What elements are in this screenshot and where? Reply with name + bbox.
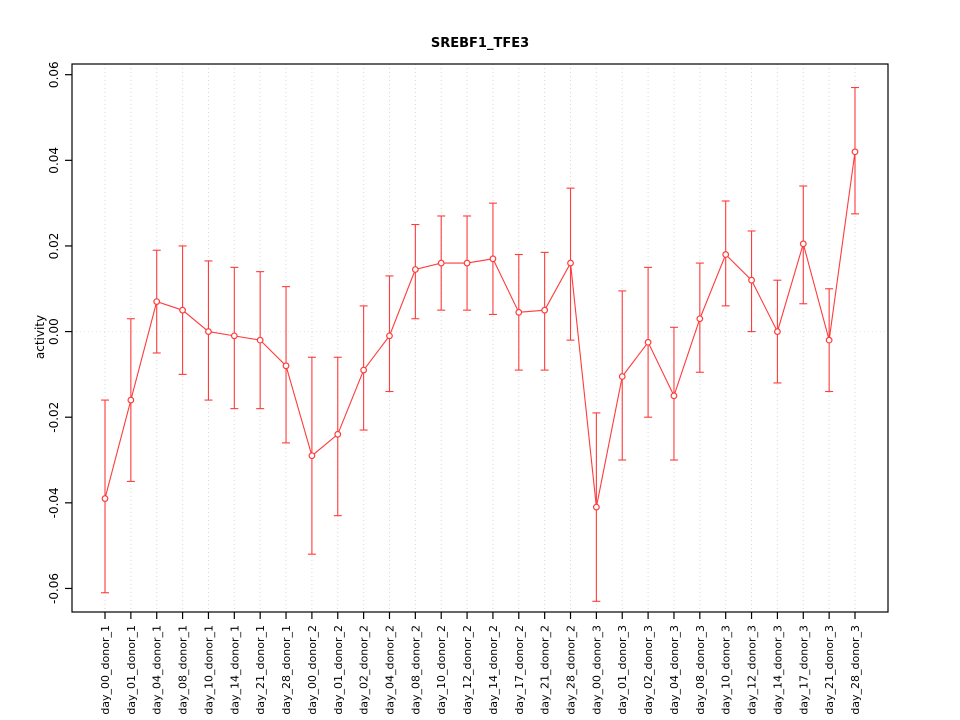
x-axis-tick-label: day_21_donor_3 — [823, 625, 836, 715]
y-axis-tick-label: -0.02 — [47, 402, 61, 433]
data-point — [722, 251, 730, 258]
data-point — [463, 259, 471, 267]
series-line — [104, 151, 856, 508]
data-point — [644, 338, 652, 346]
plot-border — [71, 63, 889, 613]
data-point — [127, 396, 135, 404]
x-axis-tick-label: day_08_donor_1 — [177, 625, 190, 715]
data-point — [515, 308, 523, 316]
x-axis-tick-label: day_10_donor_3 — [720, 625, 733, 715]
data-point — [437, 259, 445, 267]
y-axis-tick-label: -0.06 — [47, 573, 61, 604]
x-axis-tick-label: day_00_donor_2 — [306, 625, 319, 715]
x-axis-tick-label: day_21_donor_2 — [539, 625, 552, 715]
data-point — [205, 328, 212, 335]
y-axis-tick-label: 0.02 — [47, 233, 61, 260]
x-axis-tick-label: day_10_donor_1 — [202, 625, 215, 715]
data-point — [774, 328, 781, 335]
x-axis-tick-label: day_00_donor_3 — [590, 625, 603, 715]
data-point — [825, 336, 833, 344]
x-axis-tick-label: day_08_donor_3 — [694, 625, 707, 715]
data-point — [308, 452, 316, 460]
y-axis-tick-label: -0.04 — [47, 487, 61, 518]
data-point — [101, 495, 109, 502]
data-point — [696, 315, 704, 323]
data-point — [282, 362, 290, 370]
x-axis-tick-label: day_00_donor_1 — [99, 625, 112, 715]
x-axis-tick-label: day_01_donor_3 — [616, 625, 629, 715]
y-axis-tick-label: 0.06 — [47, 61, 61, 88]
data-point — [360, 366, 368, 374]
x-axis-tick-label: day_28_donor_3 — [849, 625, 862, 715]
x-axis-tick-label: day_14_donor_2 — [487, 625, 500, 715]
x-axis-tick-label: day_28_donor_1 — [280, 625, 293, 715]
y-axis-tick-label: 0.04 — [47, 147, 61, 174]
x-axis-tick-label: day_17_donor_3 — [797, 625, 810, 715]
data-point — [567, 259, 574, 267]
x-axis-tick-label: day_04_donor_1 — [151, 625, 164, 715]
data-point — [748, 276, 755, 284]
x-axis-tick-label: day_21_donor_1 — [254, 625, 267, 715]
y-axis-title: activity — [33, 314, 47, 360]
x-axis-tick-label: day_08_donor_2 — [409, 625, 422, 715]
chart-title: SREBF1_TFE3 — [430, 36, 530, 51]
x-axis-tick-label: day_02_donor_2 — [358, 625, 371, 715]
data-point — [799, 240, 807, 248]
x-axis-tick-label: day_14_donor_3 — [771, 625, 784, 715]
x-axis-tick-label: day_10_donor_2 — [435, 625, 448, 715]
data-point — [334, 430, 342, 438]
data-point — [230, 332, 238, 340]
x-axis-tick-label: day_02_donor_3 — [642, 625, 655, 715]
data-point — [256, 336, 264, 344]
data-point — [618, 373, 626, 380]
x-axis-tick-label: day_12_donor_2 — [461, 625, 474, 715]
x-axis-tick-label: day_14_donor_1 — [228, 625, 241, 715]
data-point — [592, 503, 600, 511]
x-axis-tick-label: day_01_donor_1 — [125, 625, 138, 715]
data-point — [153, 298, 161, 306]
data-point — [489, 255, 497, 263]
x-axis-tick-label: day_17_donor_2 — [513, 625, 526, 715]
data-point — [411, 266, 419, 273]
y-axis-tick-label: 0.00 — [47, 318, 61, 345]
x-axis-tick-label: day_04_donor_3 — [668, 625, 681, 715]
data-point — [541, 306, 549, 314]
x-axis-tick-label: day_01_donor_2 — [332, 625, 345, 715]
data-point — [386, 332, 393, 340]
data-point — [851, 148, 859, 156]
data-point — [670, 392, 678, 400]
x-axis-tick-label: day_28_donor_2 — [565, 625, 578, 715]
x-axis-tick-label: day_04_donor_2 — [383, 625, 396, 715]
x-axis-tick-label: day_12_donor_3 — [746, 625, 759, 715]
data-point — [179, 306, 186, 314]
